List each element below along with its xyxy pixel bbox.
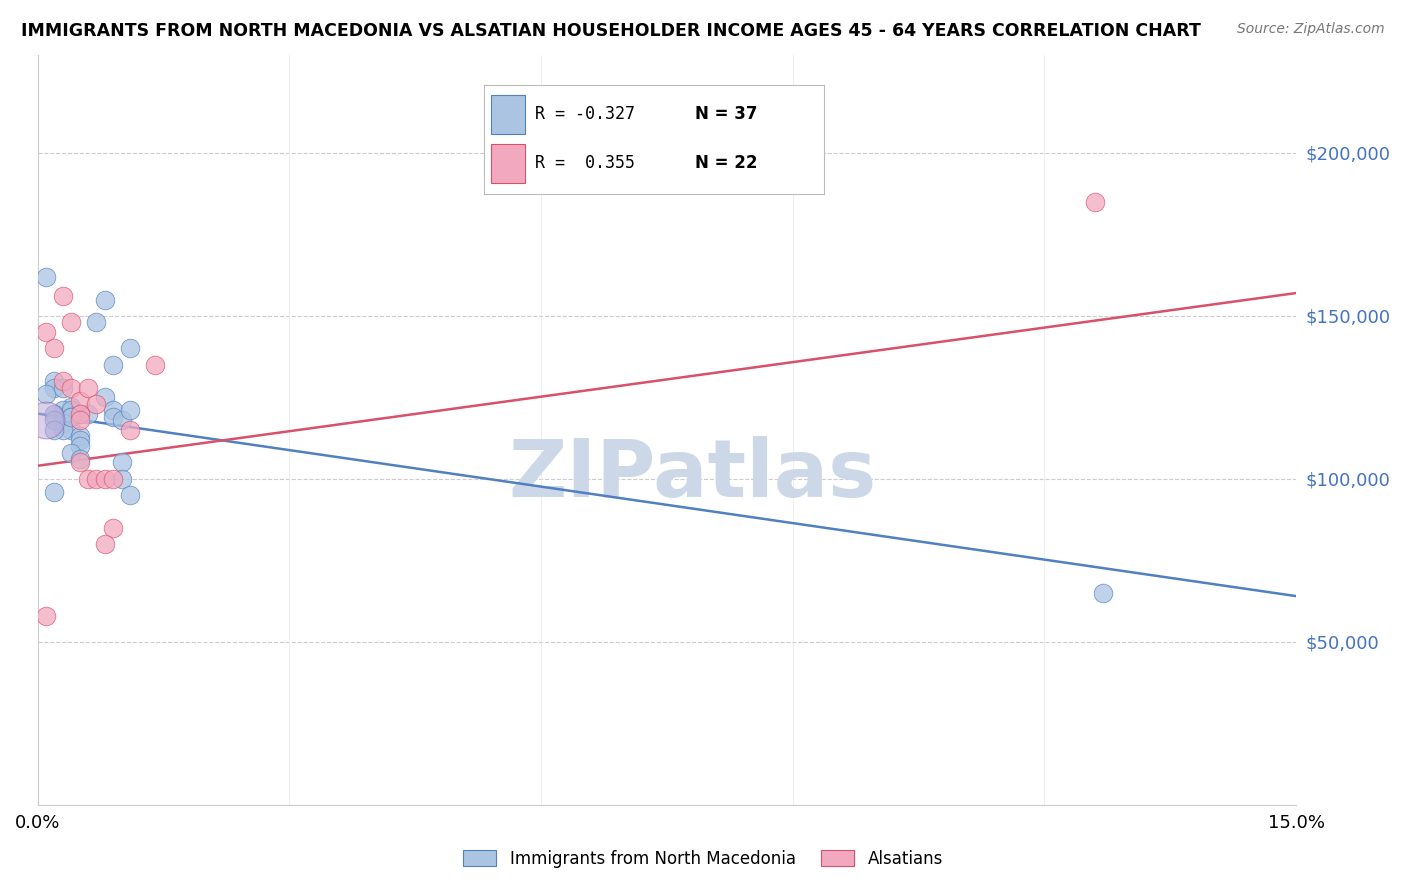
Point (86, 315, 108, 329)
Point (44, 413, 66, 427)
Legend: Immigrants from North Macedonia, Alsatians: Immigrants from North Macedonia, Alsatia… (457, 844, 949, 875)
Point (110, 413, 132, 427)
Point (44, 423, 66, 437)
Point (60, 446, 83, 460)
Point (77, 407, 100, 421)
Text: IMMIGRANTS FROM NORTH MACEDONIA VS ALSATIAN HOUSEHOLDER INCOME AGES 45 - 64 YEAR: IMMIGRANTS FROM NORTH MACEDONIA VS ALSAT… (21, 22, 1201, 40)
Point (44, 380, 66, 394)
Point (52, 417, 75, 431)
Point (69, 439, 91, 453)
Point (69, 407, 91, 421)
Point (94, 537, 117, 551)
Point (118, 403, 141, 417)
Point (44, 407, 66, 421)
Point (60, 409, 83, 424)
Point (44, 342, 66, 356)
Point (52, 403, 75, 417)
Point (118, 423, 141, 437)
Point (60, 403, 83, 417)
Point (69, 413, 91, 427)
Point (94, 293, 117, 307)
Point (35, 269, 58, 284)
Point (52, 380, 75, 394)
Point (52, 289, 75, 303)
Point (60, 380, 83, 394)
Point (69, 393, 91, 408)
Point (69, 429, 91, 443)
Point (110, 455, 132, 469)
Point (69, 407, 91, 421)
Point (77, 380, 100, 394)
Point (69, 455, 91, 469)
Point (52, 423, 75, 437)
Point (60, 409, 83, 424)
Point (103, 472, 125, 486)
Point (86, 397, 108, 411)
Point (35, 413, 58, 427)
Point (35, 387, 58, 401)
Point (44, 484, 66, 499)
Point (118, 342, 141, 356)
Point (1092, 586, 1115, 600)
Point (94, 472, 117, 486)
Point (103, 403, 125, 417)
Point (60, 423, 83, 437)
Text: Source: ZipAtlas.com: Source: ZipAtlas.com (1237, 22, 1385, 37)
Point (44, 374, 66, 388)
Point (94, 390, 117, 404)
Point (77, 472, 100, 486)
Point (1084, 194, 1107, 209)
Point (110, 472, 132, 486)
Point (103, 358, 125, 372)
Point (60, 315, 83, 329)
Point (118, 488, 141, 502)
Point (143, 358, 166, 372)
Point (86, 472, 108, 486)
Point (35, 608, 58, 623)
Text: ZIPatlas: ZIPatlas (508, 436, 876, 514)
Point (103, 409, 125, 424)
Point (60, 400, 83, 414)
Point (35, 325, 58, 339)
Point (69, 433, 91, 447)
Point (103, 521, 125, 535)
Point (52, 374, 75, 388)
Point (69, 452, 91, 467)
